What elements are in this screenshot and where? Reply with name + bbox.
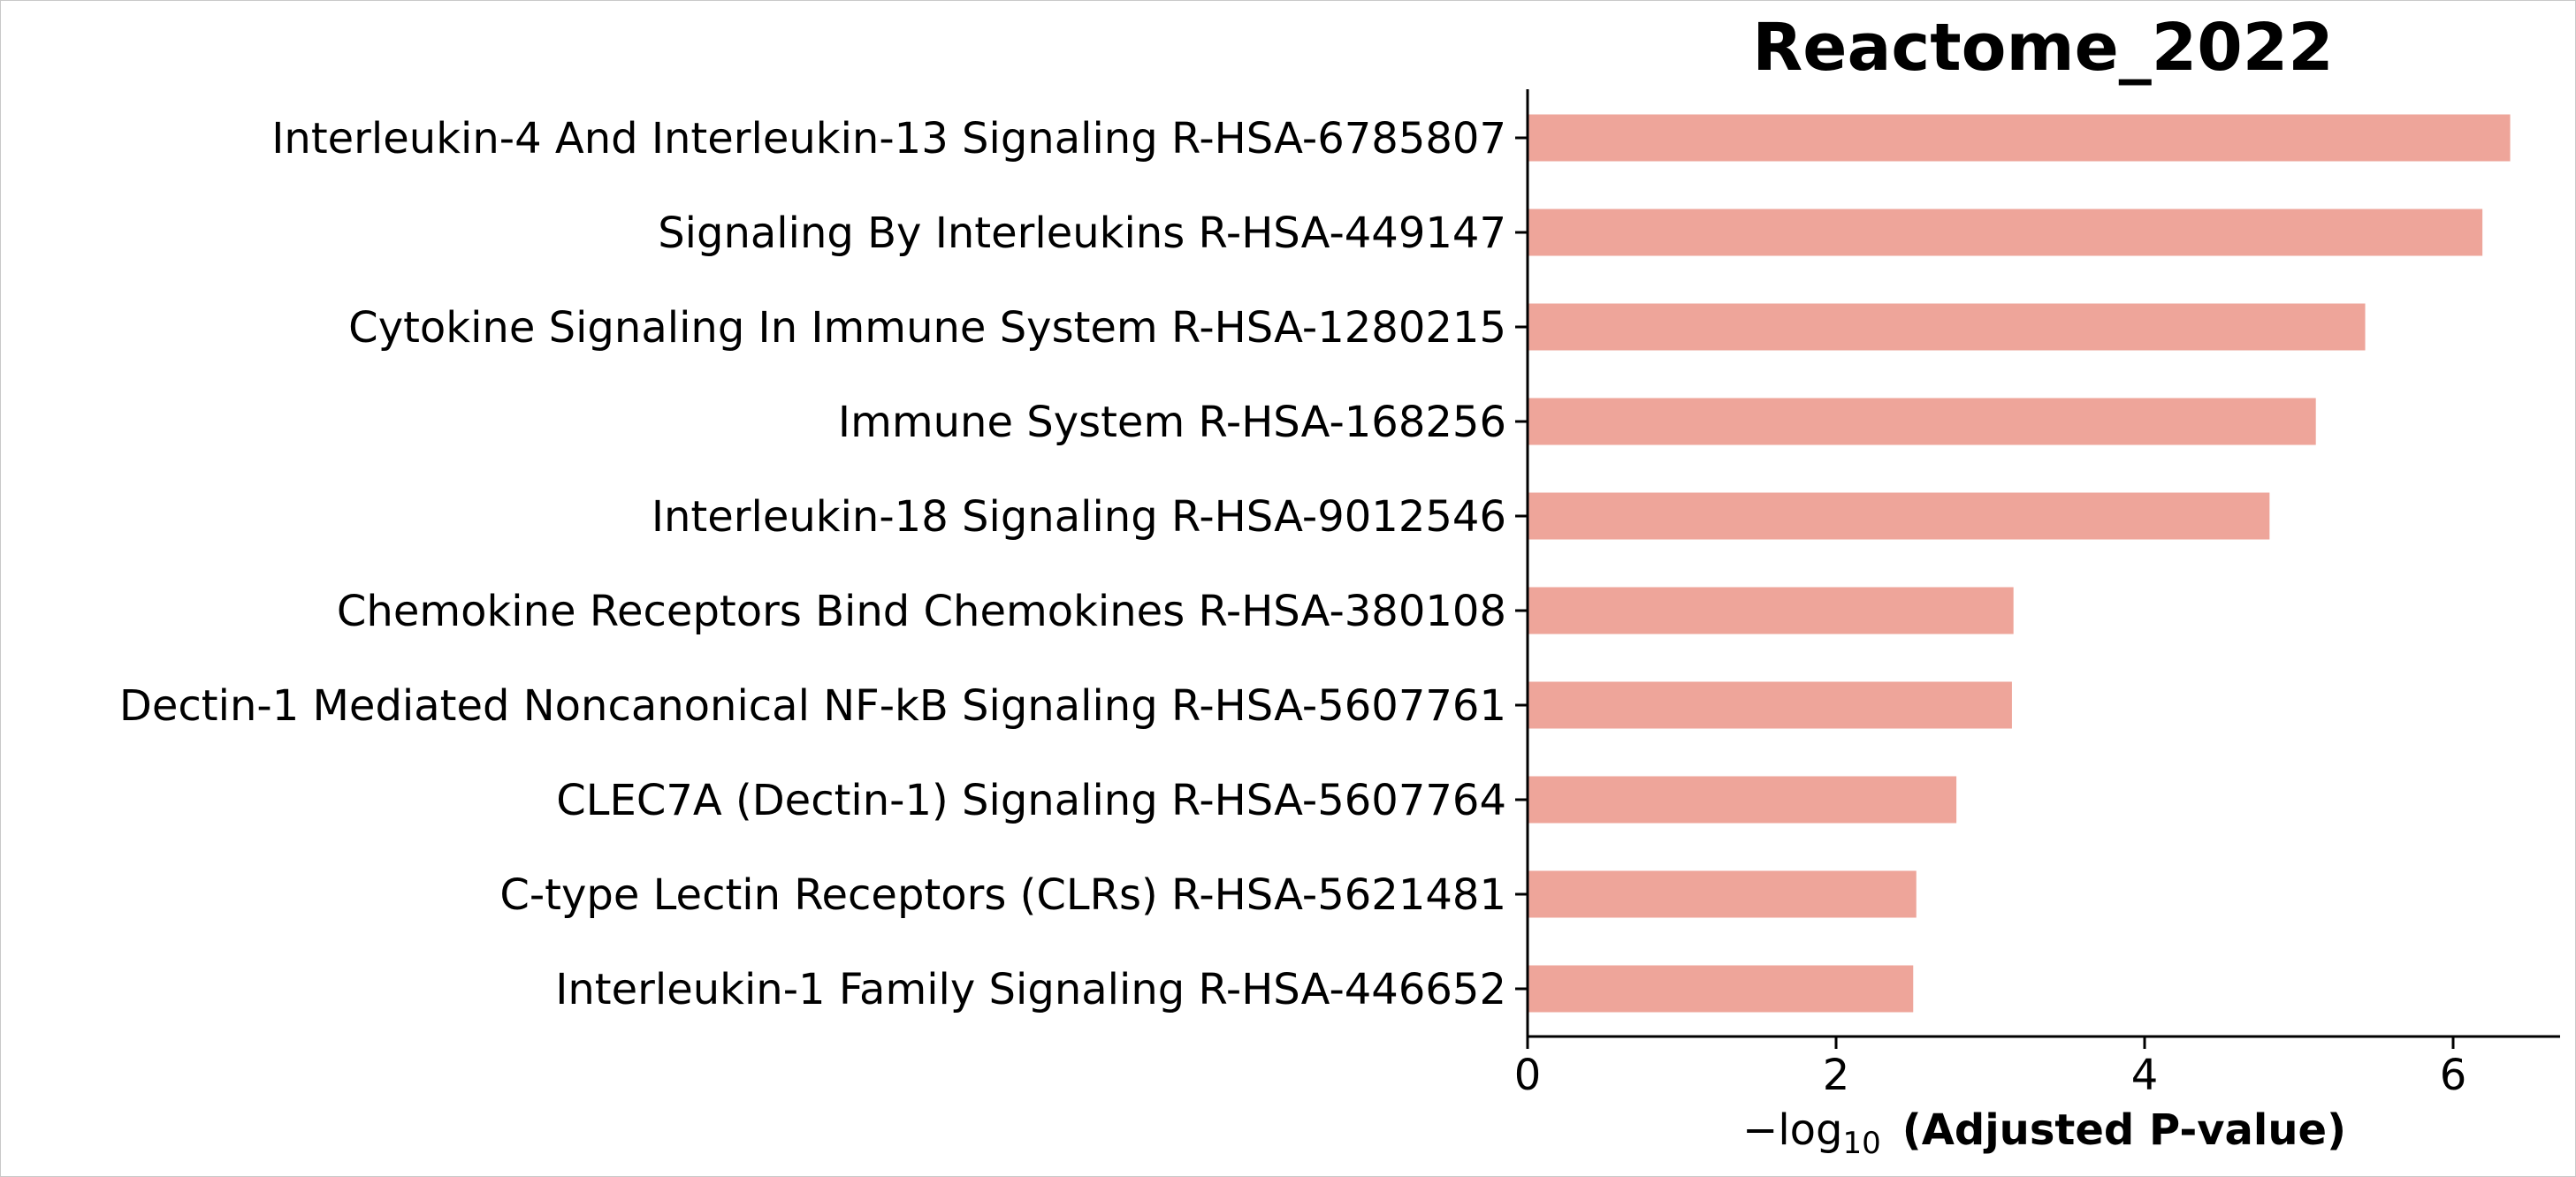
- x-tick-label: 4: [2131, 1051, 2159, 1100]
- x-tick-label: 6: [2440, 1051, 2467, 1100]
- category-label: Cytokine Signaling In Immune System R-HS…: [348, 303, 1506, 353]
- x-tick-label: 2: [1823, 1051, 1850, 1100]
- bar: [1528, 965, 1914, 1013]
- x-axis-label-bold: (Adjusted P-value): [1902, 1105, 2346, 1155]
- bar: [1528, 681, 2012, 729]
- category-label: Signaling By Interleukins R-HSA-449147: [658, 209, 1506, 258]
- bar: [1528, 303, 2366, 351]
- bars-group: [1528, 114, 2511, 1013]
- bar: [1528, 492, 2270, 540]
- x-axis-label: −log10 (Adjusted P-value): [1742, 1105, 2346, 1161]
- bar: [1528, 870, 1917, 918]
- bar: [1528, 776, 1957, 824]
- category-label: Chemokine Receptors Bind Chemokines R-HS…: [337, 587, 1506, 636]
- bar: [1528, 398, 2316, 445]
- category-label: Dectin-1 Mediated Noncanonical NF-kB Sig…: [119, 681, 1506, 731]
- category-label: Interleukin-1 Family Signaling R-HSA-446…: [555, 965, 1506, 1014]
- x-tick-label: 0: [1514, 1051, 1542, 1100]
- category-label: C-type Lectin Receptors (CLRs) R-HSA-562…: [499, 870, 1506, 920]
- chart-title: Reactome_2022: [1752, 10, 2333, 86]
- bar: [1528, 209, 2483, 256]
- category-label: CLEC7A (Dectin-1) Signaling R-HSA-560776…: [556, 776, 1506, 825]
- x-axis-label-subscript: 10: [1843, 1126, 1881, 1161]
- category-label: Interleukin-18 Signaling R-HSA-9012546: [652, 492, 1506, 542]
- category-label: Immune System R-HSA-168256: [838, 398, 1506, 447]
- category-labels-group: Interleukin-4 And Interleukin-13 Signali…: [119, 114, 1528, 1014]
- bar: [1528, 114, 2511, 162]
- x-axis-label-prefix: −log: [1742, 1105, 1842, 1155]
- x-axis: 0 2 4 6: [1514, 1037, 2467, 1100]
- bar: [1528, 587, 2014, 634]
- category-label: Interleukin-4 And Interleukin-13 Signali…: [271, 114, 1506, 163]
